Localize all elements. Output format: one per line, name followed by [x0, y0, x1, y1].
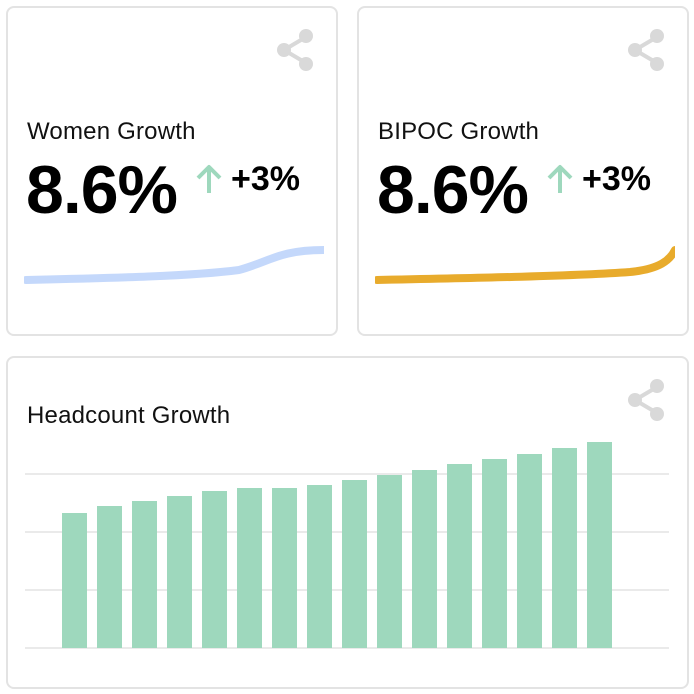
arrow-up-icon	[196, 164, 222, 194]
women-trend-sparkline	[24, 246, 324, 284]
headcount-bar[interactable]	[62, 513, 87, 648]
headcount-bar[interactable]	[272, 488, 297, 648]
headcount-bar[interactable]	[377, 475, 402, 648]
headcount-bar[interactable]	[447, 464, 472, 648]
bipoc-trend-sparkline	[375, 246, 675, 284]
headcount-bar-chart	[25, 442, 669, 649]
bipoc-growth-card: BIPOC Growth 8.6% +3%	[357, 6, 689, 336]
share-icon[interactable]	[625, 26, 669, 74]
women-growth-card: Women Growth 8.6% +3%	[6, 6, 338, 336]
card-title: Headcount Growth	[27, 402, 231, 429]
headcount-bar[interactable]	[482, 459, 507, 648]
headcount-bar[interactable]	[307, 485, 332, 648]
metric-value: 8.6%	[377, 152, 529, 228]
metric-change: +3%	[231, 160, 300, 198]
headcount-bar[interactable]	[202, 491, 227, 648]
metric-value: 8.6%	[26, 152, 178, 228]
headcount-bar[interactable]	[587, 442, 612, 648]
headcount-growth-card: Headcount Growth	[6, 356, 689, 689]
headcount-bar[interactable]	[552, 448, 577, 648]
arrow-up-icon	[547, 164, 573, 194]
card-title: BIPOC Growth	[378, 118, 540, 145]
headcount-bar[interactable]	[342, 480, 367, 648]
headcount-bar[interactable]	[517, 454, 542, 648]
headcount-bar[interactable]	[237, 488, 262, 648]
headcount-bar[interactable]	[167, 496, 192, 648]
metric-change: +3%	[582, 160, 651, 198]
headcount-bar[interactable]	[412, 470, 437, 648]
headcount-bar[interactable]	[97, 506, 122, 648]
headcount-bar[interactable]	[132, 501, 157, 648]
share-icon[interactable]	[274, 26, 318, 74]
share-icon[interactable]	[625, 376, 669, 424]
card-title: Women Growth	[27, 118, 196, 145]
